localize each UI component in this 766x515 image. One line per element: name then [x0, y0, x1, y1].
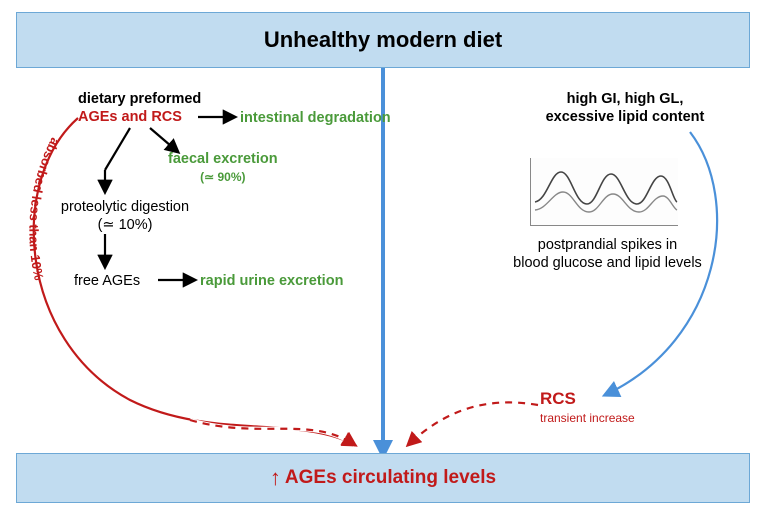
faecal-excretion: faecal excretion (≃ 90%) [168, 150, 278, 186]
spike-graph [530, 158, 678, 226]
dietary-line2: AGEs and RCS [78, 109, 182, 125]
rcs-label: RCS [540, 389, 576, 408]
proteolytic-digestion: proteolytic digestion (≃ 10%) [50, 198, 200, 234]
postprandial-spikes: postprandial spikes in blood glucose and… [500, 236, 715, 272]
bottom-banner-label: AGEs circulating levels [285, 467, 496, 489]
up-arrow-icon: ↑ [270, 465, 281, 491]
dietary-line1: dietary preformed [78, 91, 201, 107]
bottom-banner: ↑ AGEs circulating levels [16, 453, 750, 503]
rcs-sublabel: transient increase [540, 411, 635, 425]
top-banner: Unhealthy modern diet [16, 12, 750, 68]
faecal-l2: (≃ 90%) [200, 170, 245, 184]
intestinal-degradation: intestinal degradation [240, 109, 391, 127]
rcs-node: RCS transient increase [540, 388, 635, 427]
free-ages: free AGEs [74, 272, 140, 290]
top-banner-text: Unhealthy modern diet [264, 27, 502, 53]
spikes-l1: postprandial spikes in [538, 237, 677, 253]
faecal-l1: faecal excretion [168, 151, 278, 167]
bottom-banner-text: ↑ AGEs circulating levels [270, 465, 496, 491]
dietary-preformed: dietary preformed AGEs and RCS [78, 90, 258, 126]
high-gi-l1: high GI, high GL, [567, 91, 684, 107]
high-gi-gl: high GI, high GL, excessive lipid conten… [520, 90, 730, 126]
proteo-l1: proteolytic digestion [61, 199, 189, 215]
rapid-urine: rapid urine excretion [200, 272, 343, 290]
proteo-l2: (≃ 10%) [98, 217, 153, 233]
high-gi-l2: excessive lipid content [546, 109, 705, 125]
spikes-l2: blood glucose and lipid levels [513, 255, 702, 271]
